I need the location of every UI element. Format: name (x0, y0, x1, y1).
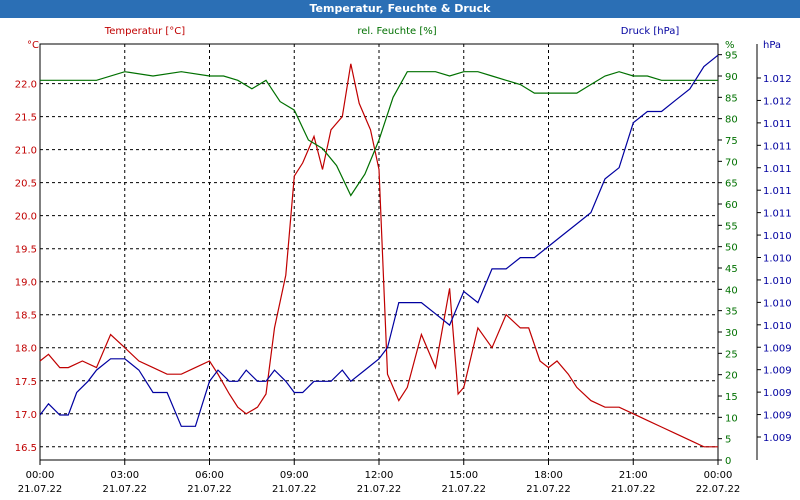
temperature-unit-label: °C (27, 40, 39, 51)
pressure-tick-label: 1.011 (763, 164, 792, 175)
humidity-tick-label: 50 (725, 243, 738, 254)
pressure-tick-label: 1.011 (763, 209, 792, 220)
humidity-tick-label: 85 (725, 93, 738, 104)
chart-title: Temperatur, Feuchte & Druck (0, 0, 800, 18)
humidity-tick-label: 70 (725, 157, 738, 168)
humidity-tick-label: 90 (725, 72, 738, 83)
temperature-tick-label: 21.0 (15, 146, 37, 157)
pressure-tick-label: 1.010 (763, 254, 792, 265)
x-tick-time: 00:00 (704, 470, 733, 481)
pressure-tick-label: 1.011 (763, 186, 792, 197)
humidity-tick-label: 10 (725, 413, 738, 424)
pressure-tick-label: 1.010 (763, 321, 792, 332)
humidity-tick-label: 5 (725, 435, 731, 446)
temperature-tick-label: 20.5 (15, 179, 37, 190)
x-tick-date: 21.07.22 (102, 484, 147, 495)
pressure-tick-label: 1.012 (763, 74, 792, 85)
series-line-temperature (39, 63, 718, 448)
temperature-tick-label: 22.0 (15, 80, 37, 91)
series-line-pressure (39, 54, 719, 427)
humidity-tick-label: 95 (725, 51, 738, 62)
x-tick-date: 21.07.22 (611, 484, 656, 495)
temperature-tick-label: 21.5 (15, 113, 37, 124)
humidity-tick-label: 20 (725, 371, 738, 382)
humidity-tick-label: 0 (725, 456, 731, 467)
pressure-tick-label: 1.011 (763, 141, 792, 152)
humidity-tick-label: 15 (725, 392, 738, 403)
x-tick-time: 09:00 (280, 470, 309, 481)
x-tick-date: 21.07.22 (187, 484, 232, 495)
legend-entry: Temperatur [°C] (104, 26, 185, 37)
series-line-humidity (40, 71, 718, 197)
x-tick-time: 12:00 (365, 470, 394, 481)
temperature-tick-label: 16.5 (15, 443, 37, 454)
x-tick-time: 03:00 (110, 470, 139, 481)
x-tick-time: 18:00 (534, 470, 563, 481)
legend-entry: rel. Feuchte [%] (357, 26, 436, 37)
humidity-unit-label: % (725, 40, 735, 51)
pressure-tick-label: 1.010 (763, 276, 792, 287)
x-tick-time: 00:00 (26, 470, 55, 481)
x-tick-date: 21.07.22 (526, 484, 571, 495)
humidity-tick-label: 80 (725, 115, 738, 126)
pressure-tick-label: 1.009 (763, 388, 792, 399)
pressure-tick-label: 1.012 (763, 96, 792, 107)
pressure-tick-label: 1.009 (763, 433, 792, 444)
humidity-tick-label: 55 (725, 221, 738, 232)
humidity-tick-label: 25 (725, 349, 738, 360)
humidity-tick-label: 35 (725, 307, 738, 318)
x-tick-date: 21.07.22 (272, 484, 317, 495)
humidity-tick-label: 60 (725, 200, 738, 211)
x-tick-time: 06:00 (195, 470, 224, 481)
x-tick-time: 15:00 (449, 470, 478, 481)
temperature-tick-label: 17.0 (15, 410, 37, 421)
x-tick-date: 21.07.22 (441, 484, 486, 495)
pressure-tick-label: 1.009 (763, 343, 792, 354)
temperature-tick-label: 20.0 (15, 212, 37, 223)
temperature-tick-label: 19.0 (15, 278, 37, 289)
x-tick-date: 21.07.22 (18, 484, 63, 495)
pressure-tick-label: 1.011 (763, 119, 792, 130)
temperature-tick-label: 17.5 (15, 377, 37, 388)
temperature-tick-label: 18.5 (15, 311, 37, 322)
humidity-tick-label: 40 (725, 285, 738, 296)
x-tick-date: 22.07.22 (696, 484, 741, 495)
humidity-tick-label: 75 (725, 136, 738, 147)
x-tick-date: 21.07.22 (357, 484, 402, 495)
pressure-tick-label: 1.009 (763, 411, 792, 422)
temperature-tick-label: 18.0 (15, 344, 37, 355)
humidity-tick-label: 30 (725, 328, 738, 339)
humidity-tick-label: 65 (725, 179, 738, 190)
pressure-tick-label: 1.010 (763, 298, 792, 309)
pressure-tick-label: 1.009 (763, 366, 792, 377)
legend-entry: Druck [hPa] (621, 26, 680, 37)
x-tick-time: 21:00 (619, 470, 648, 481)
pressure-tick-label: 1.010 (763, 231, 792, 242)
temperature-tick-label: 19.5 (15, 245, 37, 256)
humidity-tick-label: 45 (725, 264, 738, 275)
plot-area (39, 43, 719, 461)
pressure-unit-label: hPa (763, 40, 781, 51)
